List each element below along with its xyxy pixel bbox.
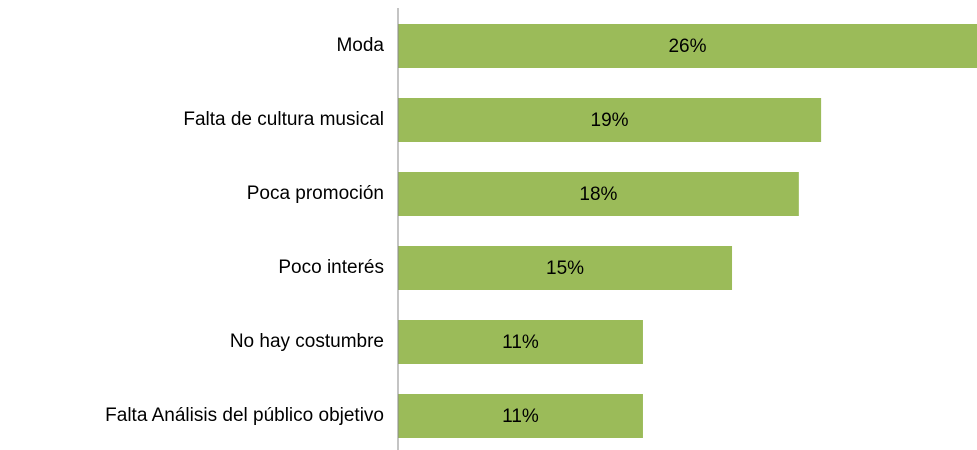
bar [398,98,822,142]
bar [398,172,799,216]
category-label: Moda [336,35,384,56]
value-label: 18% [579,184,617,205]
bar [398,246,733,290]
bar [398,394,643,438]
category-label: Falta de cultura musical [183,109,384,130]
value-label: 19% [591,110,629,131]
bar [398,320,643,364]
value-label: 11% [502,406,539,427]
category-label: Falta Análisis del público objetivo [105,405,384,426]
category-label: Poco interés [278,257,384,278]
value-label: 11% [502,332,539,353]
category-label: No hay costumbre [230,331,384,352]
value-label: 15% [546,258,584,279]
bar [398,24,977,68]
value-label: 26% [668,36,706,57]
category-label: Poca promoción [247,183,384,204]
